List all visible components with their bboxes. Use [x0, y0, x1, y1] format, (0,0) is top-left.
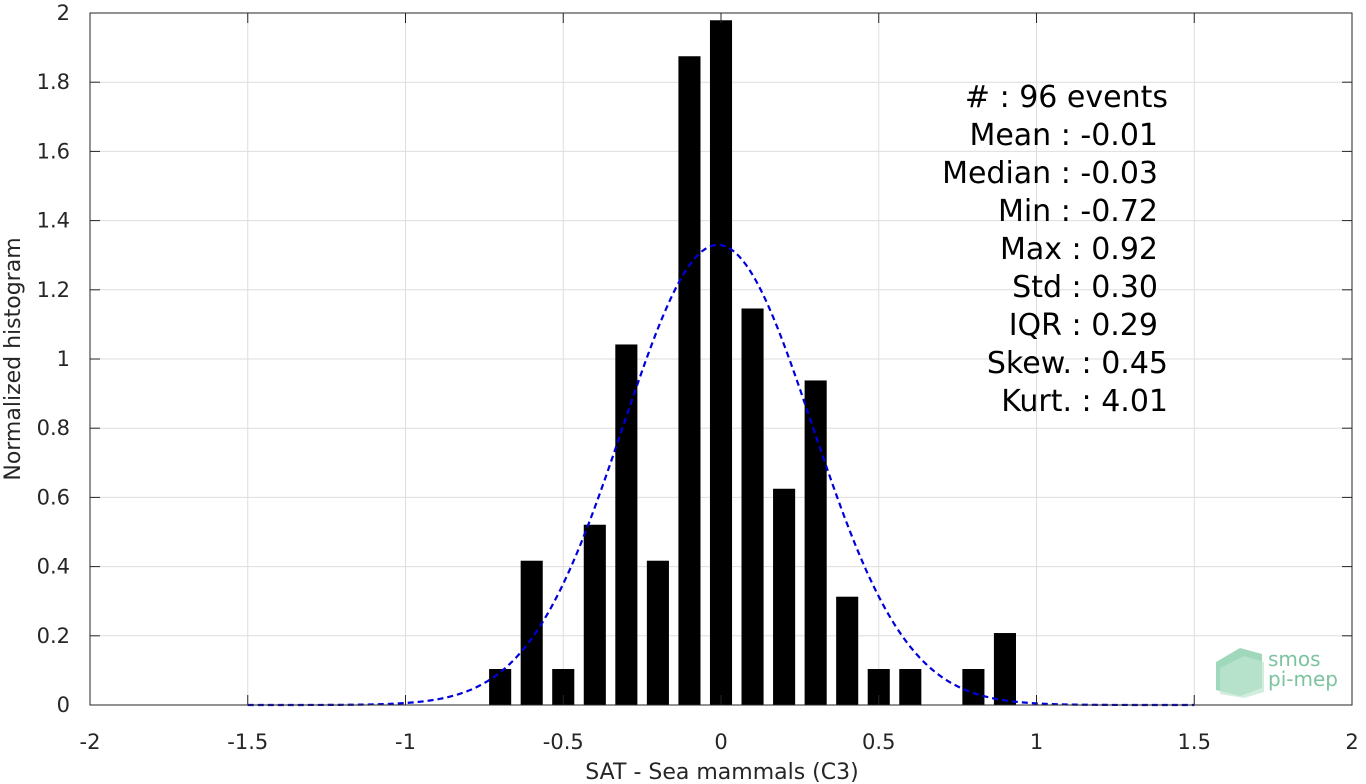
histogram-bar — [552, 669, 575, 705]
axes — [89, 12, 1353, 706]
x-tick-label: 1 — [1030, 730, 1043, 754]
x-tick-label: 2 — [1345, 730, 1358, 754]
y-tick-label: 1.2 — [37, 278, 70, 302]
stat-line: Skew. : 0.45 — [987, 346, 1168, 381]
y-tick-label: 0.4 — [37, 555, 70, 579]
y-tick-label: 1 — [57, 347, 70, 371]
logo-line1: smos — [1268, 647, 1321, 671]
histogram-bar — [709, 20, 733, 706]
histogram-bar — [962, 669, 985, 705]
stat-line: Max : 0.92 — [1000, 232, 1158, 267]
histogram-bar — [520, 560, 543, 705]
y-tick-label: 0.8 — [37, 416, 70, 440]
stat-line: Median : -0.03 — [942, 156, 1158, 191]
bars — [489, 20, 1016, 706]
histogram-bar — [836, 596, 859, 705]
y-tick-label: 0.6 — [37, 485, 70, 509]
stat-line: Kurt. : 4.01 — [1001, 384, 1168, 419]
stat-line: IQR : 0.29 — [1009, 308, 1158, 343]
x-tick-label: 0 — [714, 730, 727, 754]
stat-line: Min : -0.72 — [998, 194, 1158, 229]
x-axis-label: SAT - Sea mammals (C3) — [585, 760, 858, 784]
histogram-bar — [646, 560, 669, 705]
histogram-bar — [804, 380, 827, 705]
histogram-bar — [773, 488, 796, 705]
stat-line: Mean : -0.01 — [969, 118, 1158, 153]
x-tick-label: -0.5 — [543, 730, 584, 754]
logo-line2: pi-mep — [1268, 667, 1338, 691]
histogram-bar — [993, 633, 1016, 705]
x-tick-label: 0.5 — [862, 730, 895, 754]
x-tick-label: -1 — [395, 730, 416, 754]
histogram-bar — [867, 669, 890, 705]
stat-line: # : 96 events — [965, 80, 1168, 115]
y-tick-label: 1.4 — [37, 209, 70, 233]
stat-line: Std : 0.30 — [1012, 270, 1158, 305]
histogram-bar — [741, 308, 764, 705]
histogram-bar — [489, 669, 512, 705]
y-tick-label: 2 — [57, 1, 70, 25]
y-tick-label: 0.2 — [37, 624, 70, 648]
y-tick-label: 0 — [57, 693, 70, 717]
y-tick-label: 1.6 — [37, 139, 70, 163]
y-tick-label: 1.8 — [37, 70, 70, 94]
histogram-bar — [615, 344, 638, 705]
histogram-bar — [583, 524, 606, 705]
smos-pimep-logo: smos pi-mep — [1216, 647, 1338, 698]
histogram-bar — [899, 669, 922, 705]
y-tick-labels: 0 0.2 0.4 0.6 0.8 1 1.2 1.4 1.6 1.8 2 — [37, 1, 70, 717]
x-tick-label: -1.5 — [227, 730, 268, 754]
logo-icon — [1216, 648, 1264, 698]
x-tick-label: 1.5 — [1178, 730, 1211, 754]
histogram-bar — [678, 56, 701, 705]
y-axis-label: Normalized histogram — [1, 237, 26, 480]
x-tick-labels: -2 -1.5 -1 -0.5 0 0.5 1 1.5 2 — [80, 730, 1359, 754]
x-tick-label: -2 — [80, 730, 101, 754]
